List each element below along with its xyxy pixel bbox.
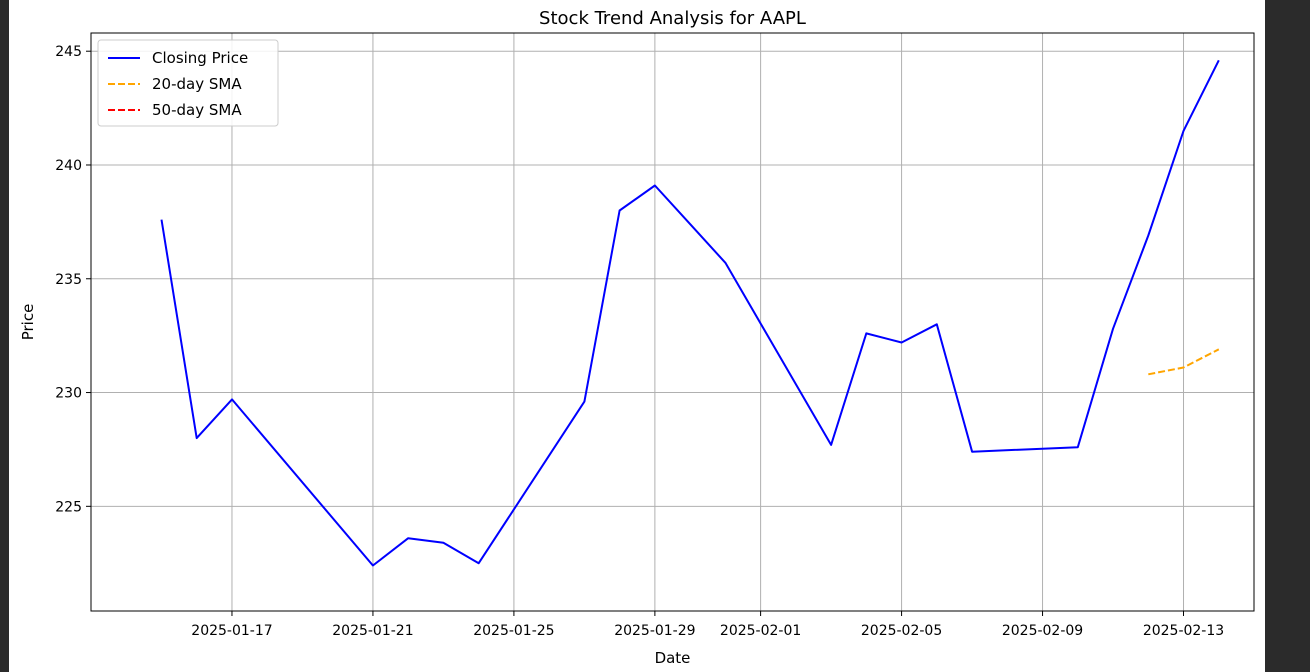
legend-label: 50-day SMA bbox=[152, 101, 242, 119]
ticks: 2025-01-17 2025-01-21 2025-01-25 2025-01-29… bbox=[55, 44, 1224, 639]
x-tick-label: 2025-01-25 bbox=[473, 623, 554, 639]
x-tick-label: 2025-02-05 bbox=[861, 623, 942, 639]
chart-figure: 2025-01-17 2025-01-21 2025-01-25 2025-01-29… bbox=[9, 0, 1265, 672]
legend-label: Closing Price bbox=[152, 49, 248, 67]
y-tick-label: 245 bbox=[55, 44, 82, 60]
window-side-strip bbox=[1265, 0, 1310, 672]
y-tick-label: 230 bbox=[55, 386, 82, 402]
y-tick-label: 240 bbox=[55, 158, 82, 174]
plot-frame bbox=[90, 32, 1255, 612]
x-tick-label: 2025-01-21 bbox=[332, 623, 413, 639]
y-axis-label: Price bbox=[19, 304, 37, 341]
y-tick-label: 225 bbox=[55, 499, 82, 515]
y-tick-label: 235 bbox=[55, 272, 82, 288]
line-chart: 2025-01-17 2025-01-21 2025-01-25 2025-01-29… bbox=[19, 8, 1255, 667]
x-tick-label: 2025-02-13 bbox=[1143, 623, 1224, 639]
x-axis-label: Date bbox=[655, 649, 691, 667]
series-line-2 bbox=[1148, 348, 1220, 376]
x-tick-label: 2025-01-29 bbox=[614, 623, 695, 639]
legend-box bbox=[97, 39, 279, 127]
series-layer bbox=[160, 59, 1220, 567]
series-line-1 bbox=[160, 59, 1220, 567]
legend: Closing Price 20-day SMA 50-day SMA bbox=[97, 39, 279, 127]
x-tick-label: 2025-02-01 bbox=[720, 623, 801, 639]
legend-label: 20-day SMA bbox=[152, 75, 242, 93]
chart-title: Stock Trend Analysis for AAPL bbox=[539, 8, 806, 29]
x-tick-label: 2025-01-17 bbox=[191, 623, 272, 639]
x-tick-label: 2025-02-09 bbox=[1002, 623, 1083, 639]
